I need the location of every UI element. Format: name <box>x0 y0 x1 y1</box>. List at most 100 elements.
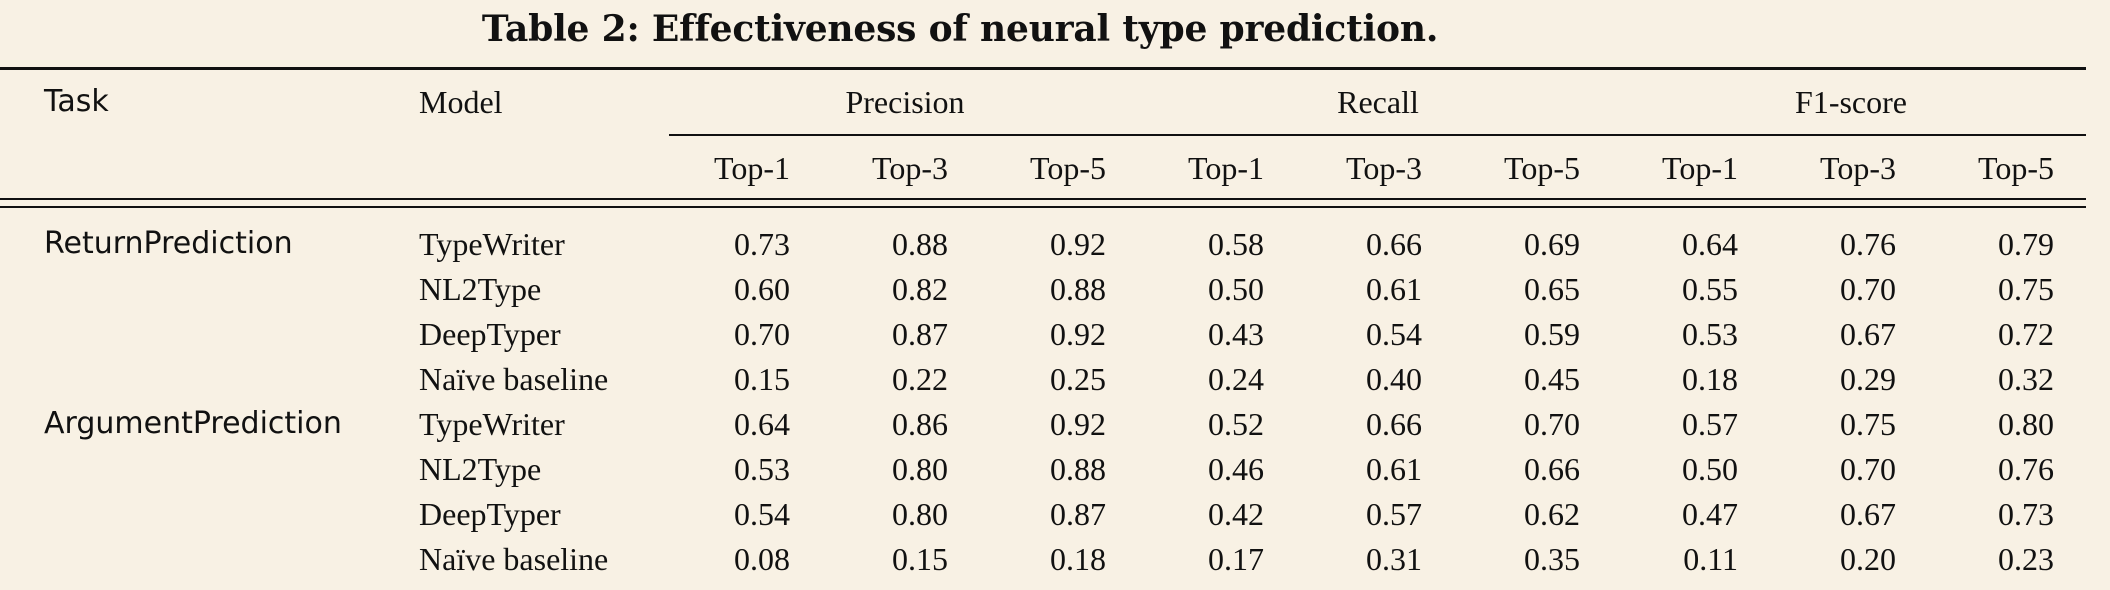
row-model: DeepTyper <box>419 496 561 532</box>
group-header-rule <box>669 134 2086 136</box>
row-task: ReturnPrediction <box>44 226 293 261</box>
table-cell-value: 0.18 <box>1050 541 1106 577</box>
header-subcolumn: Top-3 <box>872 150 948 186</box>
row-model: Naïve baseline <box>419 361 609 397</box>
table-cell-value: 0.88 <box>1050 271 1106 307</box>
table-cell-value: 0.75 <box>1840 406 1896 442</box>
table-cell-value: 0.11 <box>1683 541 1738 577</box>
table-cell-value: 0.70 <box>734 316 790 352</box>
row-task: ArgumentPrediction <box>44 406 342 441</box>
row-model: NL2Type <box>419 451 542 487</box>
table-cell-value: 0.47 <box>1682 496 1738 532</box>
table-cell-value: 0.70 <box>1840 271 1896 307</box>
table-cell-value: 0.50 <box>1208 271 1264 307</box>
header-task: Task <box>44 84 109 119</box>
table-cell-value: 0.88 <box>892 226 948 262</box>
header-subcolumn: Top-5 <box>1978 150 2054 186</box>
table-caption: Table 2: Effectiveness of neural type pr… <box>481 8 1439 50</box>
table-cell-value: 0.73 <box>1998 496 2054 532</box>
table-cell-value: 0.23 <box>1998 541 2054 577</box>
table-cell-value: 0.53 <box>1682 316 1738 352</box>
table-cell-value: 0.87 <box>892 316 948 352</box>
table-cell-value: 0.45 <box>1524 361 1580 397</box>
table-cell-value: 0.59 <box>1524 316 1580 352</box>
table-cell-value: 0.50 <box>1682 451 1738 487</box>
table-cell-value: 0.55 <box>1682 271 1738 307</box>
row-model: TypeWriter <box>419 406 565 442</box>
table-cell-value: 0.82 <box>892 271 948 307</box>
table-cell-value: 0.46 <box>1208 451 1264 487</box>
row-model: Naïve baseline <box>419 541 609 577</box>
table-cell-value: 0.64 <box>734 406 790 442</box>
header-subcolumn: Top-1 <box>1662 150 1738 186</box>
table-cell-value: 0.57 <box>1366 496 1422 532</box>
header-subcolumn: Top-1 <box>1188 150 1264 186</box>
header-subcolumn: Top-3 <box>1346 150 1422 186</box>
row-model: DeepTyper <box>419 316 561 352</box>
table-cell-value: 0.87 <box>1050 496 1106 532</box>
table-cell-value: 0.73 <box>734 226 790 262</box>
table-cell-value: 0.32 <box>1998 361 2054 397</box>
table-cell-value: 0.15 <box>892 541 948 577</box>
header-double-rule-upper <box>0 198 2086 200</box>
header-double-rule-lower <box>0 206 2086 208</box>
table-cell-value: 0.86 <box>892 406 948 442</box>
table-cell-value: 0.66 <box>1524 451 1580 487</box>
header-group-recall: Recall <box>1337 84 1419 120</box>
table-cell-value: 0.67 <box>1840 316 1896 352</box>
table-cell-value: 0.22 <box>892 361 948 397</box>
table-cell-value: 0.58 <box>1208 226 1264 262</box>
table-cell-value: 0.80 <box>892 496 948 532</box>
table-cell-value: 0.31 <box>1366 541 1422 577</box>
table-cell-value: 0.72 <box>1998 316 2054 352</box>
table-cell-value: 0.18 <box>1682 361 1738 397</box>
header-subcolumn: Top-1 <box>714 150 790 186</box>
table-cell-value: 0.61 <box>1366 271 1422 307</box>
table-cell-value: 0.80 <box>1998 406 2054 442</box>
table-cell-value: 0.42 <box>1208 496 1264 532</box>
table-cell-value: 0.70 <box>1840 451 1896 487</box>
table-cell-value: 0.76 <box>1840 226 1896 262</box>
table-cell-value: 0.25 <box>1050 361 1106 397</box>
table-cell-value: 0.43 <box>1208 316 1264 352</box>
top-rule <box>0 67 2086 70</box>
table-cell-value: 0.70 <box>1524 406 1580 442</box>
header-model: Model <box>419 84 503 120</box>
table-cell-value: 0.92 <box>1050 226 1106 262</box>
table-cell-value: 0.65 <box>1524 271 1580 307</box>
row-model: NL2Type <box>419 271 542 307</box>
header-group-f1-score: F1-score <box>1795 84 1907 120</box>
table-cell-value: 0.66 <box>1366 406 1422 442</box>
row-model: TypeWriter <box>419 226 565 262</box>
table-cell-value: 0.92 <box>1050 316 1106 352</box>
table-cell-value: 0.15 <box>734 361 790 397</box>
table-cell-value: 0.92 <box>1050 406 1106 442</box>
table-cell-value: 0.20 <box>1840 541 1896 577</box>
table-cell-value: 0.88 <box>1050 451 1106 487</box>
table-cell-value: 0.08 <box>734 541 790 577</box>
table-cell-value: 0.64 <box>1682 226 1738 262</box>
table-cell-value: 0.76 <box>1998 451 2054 487</box>
table-cell-value: 0.54 <box>734 496 790 532</box>
table-cell-value: 0.57 <box>1682 406 1738 442</box>
table-cell-value: 0.24 <box>1208 361 1264 397</box>
header-subcolumn: Top-5 <box>1504 150 1580 186</box>
table-cell-value: 0.53 <box>734 451 790 487</box>
table-cell-value: 0.60 <box>734 271 790 307</box>
table-cell-value: 0.61 <box>1366 451 1422 487</box>
table-cell-value: 0.29 <box>1840 361 1896 397</box>
table-cell-value: 0.40 <box>1366 361 1422 397</box>
table-cell-value: 0.54 <box>1366 316 1422 352</box>
table-cell-value: 0.80 <box>892 451 948 487</box>
table-cell-value: 0.69 <box>1524 226 1580 262</box>
table-cell-value: 0.17 <box>1208 541 1264 577</box>
header-subcolumn: Top-3 <box>1820 150 1896 186</box>
table-cell-value: 0.75 <box>1998 271 2054 307</box>
table-cell-value: 0.62 <box>1524 496 1580 532</box>
table-cell-value: 0.79 <box>1998 226 2054 262</box>
table-cell-value: 0.67 <box>1840 496 1896 532</box>
header-group-precision: Precision <box>845 84 965 120</box>
table-cell-value: 0.35 <box>1524 541 1580 577</box>
header-subcolumn: Top-5 <box>1030 150 1106 186</box>
table-cell-value: 0.52 <box>1208 406 1264 442</box>
